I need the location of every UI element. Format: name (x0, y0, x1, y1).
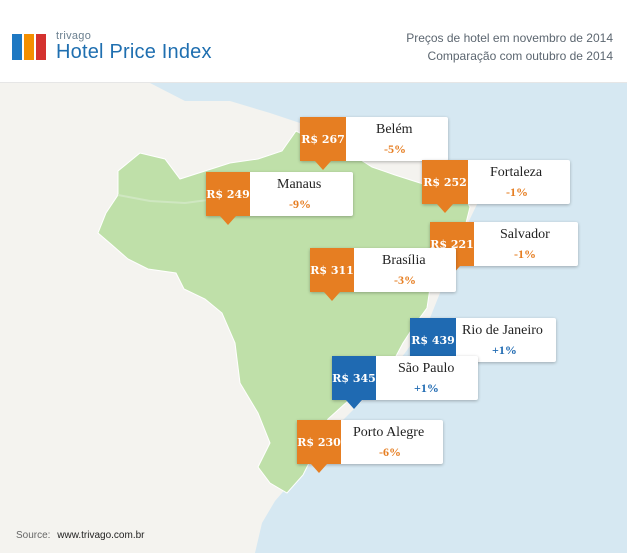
price-change: -1% (506, 185, 528, 199)
price-change: -1% (514, 247, 536, 261)
price-tag: R$ 439 (410, 318, 456, 362)
price-tag: R$ 345 (332, 356, 376, 400)
city-name: Porto Alegre (353, 425, 425, 440)
subtitle-month: Preços de hotel em novembro de 2014 (406, 31, 613, 45)
price-tag: R$ 311 (310, 248, 354, 292)
price-tag: R$ 267 (300, 117, 346, 161)
price-tag: R$ 249 (206, 172, 250, 216)
price-change: -3% (394, 273, 416, 287)
city-name: Brasília (382, 253, 426, 268)
source-footer: Source: www.trivago.com.br (16, 530, 145, 541)
city-callout-belem[interactable]: R$ 267 Belém -5% (300, 117, 448, 170)
price-tag: R$ 252 (422, 160, 468, 204)
city-name: Belém (376, 122, 413, 137)
location-pin-icon (437, 204, 453, 213)
price-change: -9% (289, 197, 311, 211)
location-pin-icon (311, 464, 327, 473)
city-name: Manaus (277, 177, 322, 192)
price-tag: R$ 230 (297, 420, 341, 464)
trivago-logo-icon (12, 34, 48, 60)
city-callout-porto-alegre[interactable]: R$ 230 Porto Alegre -6% (297, 420, 443, 473)
product-title: Hotel Price Index (56, 41, 212, 63)
city-callout-brasilia[interactable]: R$ 311 Brasília -3% (310, 248, 456, 301)
source-link[interactable]: www.trivago.com.br (57, 530, 145, 541)
location-pin-icon (324, 292, 340, 301)
subtitle-comparison: Comparação com outubro de 2014 (427, 49, 613, 63)
city-name: Rio de Janeiro (462, 323, 543, 338)
price-change: +1% (492, 343, 517, 357)
city-callout-rio-de-janeiro[interactable]: R$ 439 Rio de Janeiro +1% (410, 318, 556, 362)
location-pin-icon (315, 161, 331, 170)
city-callout-manaus[interactable]: R$ 249 Manaus -9% (206, 172, 353, 225)
source-label: Source: (16, 530, 51, 541)
price-change: -6% (379, 445, 401, 459)
city-name: Fortaleza (490, 165, 543, 180)
map: R$ 267 Belém -5% R$ 249 Manaus -9% R$ 25… (0, 83, 627, 553)
header: trivago Hotel Price Index Preços de hote… (0, 0, 627, 83)
price-change: +1% (414, 381, 439, 395)
location-pin-icon (220, 216, 236, 225)
location-pin-icon (346, 400, 362, 409)
city-name: Salvador (500, 227, 550, 242)
city-callout-fortaleza[interactable]: R$ 252 Fortaleza -1% (422, 160, 570, 213)
price-change: -5% (384, 142, 406, 156)
city-callout-sao-paulo[interactable]: R$ 345 São Paulo +1% (332, 356, 478, 409)
brand-name: trivago (56, 30, 92, 42)
city-name: São Paulo (398, 361, 455, 376)
